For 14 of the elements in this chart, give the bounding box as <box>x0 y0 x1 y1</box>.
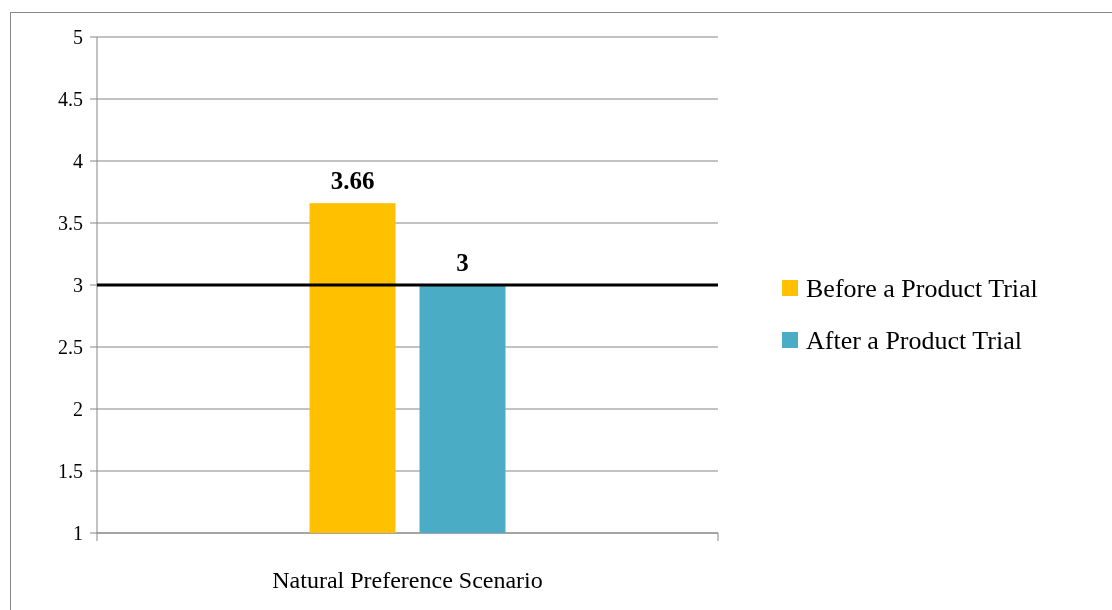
legend-label: Before a Product Trial <box>806 274 1038 304</box>
y-tick-label: 3 <box>73 274 83 296</box>
data-label: 3 <box>456 249 469 276</box>
y-tick-label: 4 <box>73 150 83 172</box>
x-tick-label: Natural Preference Scenario <box>272 567 543 593</box>
y-tick-label: 1.5 <box>58 460 83 482</box>
data-label: 3.66 <box>330 167 375 195</box>
legend-label: After a Product Trial <box>806 326 1022 356</box>
y-tick-label: 1 <box>73 522 83 544</box>
y-tick-label: 2 <box>73 398 83 420</box>
y-tick-label: 2.5 <box>58 336 83 358</box>
y-tick-label: 5 <box>73 26 83 48</box>
y-tick-label: 4.5 <box>58 88 83 110</box>
y-tick-label: 3.5 <box>58 212 83 234</box>
